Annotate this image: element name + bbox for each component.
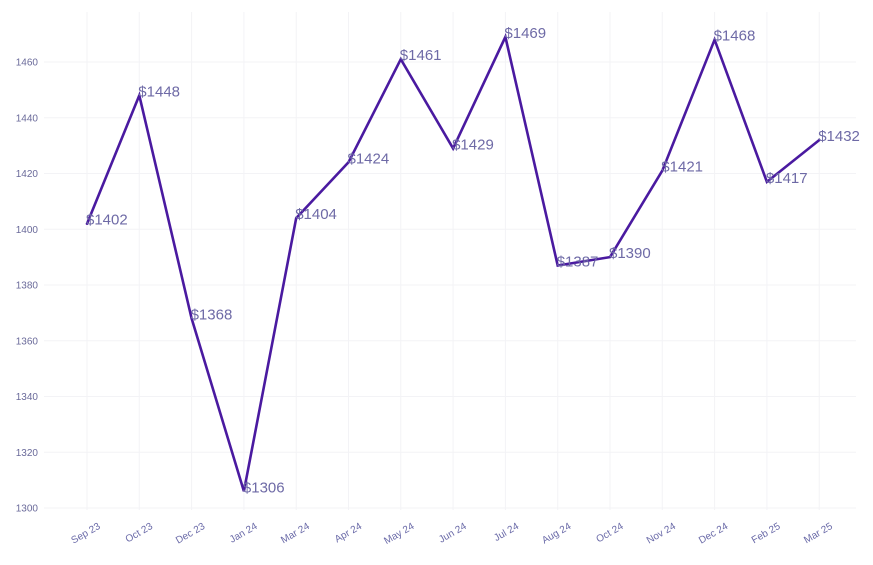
data-label: $1432 [818,128,860,145]
y-tick-label: 1360 [16,336,39,347]
x-tick-label: Mar 25 [802,521,835,546]
data-label: $1429 [452,136,494,153]
y-tick-label: 1340 [16,392,39,403]
data-label: $1390 [609,245,651,262]
y-tick-label: 1380 [16,281,39,292]
x-tick-label: Apr 24 [333,521,364,545]
data-label: $1306 [243,479,285,496]
series-line [85,32,821,492]
x-axis-ticks: Sep 23 Oct 23 Dec 23 Jan 24 Mar 24 Apr 24 May … [70,521,836,547]
data-label: $1402 [86,212,128,229]
data-label: $1368 [191,306,233,323]
x-tick-label: Nov 24 [645,521,678,547]
data-label: $1417 [766,170,808,187]
y-tick-label: 1300 [16,504,39,515]
data-label: $1404 [295,206,337,223]
x-tick-label: Dec 23 [174,521,207,547]
data-label: $1469 [504,25,546,42]
x-tick-label: Feb 25 [750,521,783,546]
y-tick-label: 1440 [16,113,39,124]
data-label: $1424 [348,150,390,167]
series-line-group [85,32,821,492]
data-label: $1387 [557,253,599,270]
data-labels: $1402 $1448 $1368 $1306 $1404 $1424 $1461 $1429… [86,25,860,496]
x-tick-label: Sep 23 [70,521,103,547]
x-tick-label: Oct 24 [594,521,625,545]
x-tick-label: Aug 24 [540,521,573,547]
data-label: $1468 [714,28,756,45]
x-tick-label: Dec 24 [697,521,730,547]
y-tick-label: 1460 [16,58,39,69]
data-label: $1421 [661,159,703,176]
data-label: $1461 [400,47,442,64]
x-tick-label: Oct 23 [124,521,155,545]
data-label: $1448 [138,83,180,100]
x-tick-label: Jul 24 [492,521,521,544]
x-tick-label: May 24 [382,521,416,547]
y-axis-ticks: 1300 1320 1340 1360 1380 1400 1420 1440 1460 [16,58,39,515]
y-tick-label: 1400 [16,225,39,236]
x-tick-label: Jan 24 [228,521,260,546]
x-tick-label: Mar 24 [279,521,312,546]
x-tick-label: Jun 24 [437,521,469,546]
y-tick-label: 1420 [16,169,39,180]
y-tick-label: 1320 [16,448,39,459]
